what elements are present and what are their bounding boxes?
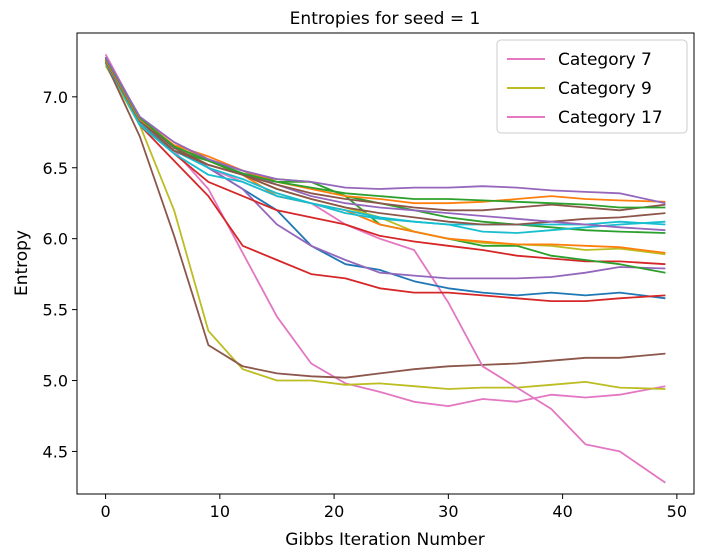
x-tick-label: 20 <box>324 502 344 521</box>
series-line-13 <box>104 62 666 226</box>
y-axis-label: Entropy <box>12 230 32 296</box>
x-axis-label: Gibbs Iteration Number <box>285 530 485 550</box>
series-line-1 <box>104 65 666 390</box>
y-tick-label: 5.0 <box>43 372 68 391</box>
legend-label: Category 9 <box>558 79 652 99</box>
legend-label: Category 7 <box>558 50 652 70</box>
x-tick-label: 0 <box>100 502 110 521</box>
legend: Category 7 Category 9 Category 17 <box>496 39 688 134</box>
series-line-7 <box>104 62 666 266</box>
series-line-2 <box>104 62 666 379</box>
series-line-12 <box>104 60 666 234</box>
legend-box <box>496 39 688 134</box>
x-tick-label: 10 <box>210 502 230 521</box>
x-tick-label: 50 <box>667 502 687 521</box>
series-line-19 <box>104 56 666 205</box>
y-tick-label: 6.5 <box>43 159 68 178</box>
y-tick-label: 6.0 <box>43 230 68 249</box>
y-tick-label: 7.0 <box>43 88 68 107</box>
series-line-16 <box>104 60 666 212</box>
series-layer <box>104 53 666 484</box>
chart-title: Entropies for seed = 1 <box>290 9 481 29</box>
series-line-0 <box>104 56 666 408</box>
x-tick-label: 30 <box>438 502 458 521</box>
ticks-layer: 0 10 20 30 40 50 4.5 5.0 5.5 6.0 6.5 7.0 <box>43 88 687 521</box>
x-tick-label: 40 <box>552 502 572 521</box>
plot-frame <box>76 32 695 495</box>
series-line-5 <box>104 58 666 303</box>
series-line-18 <box>104 58 666 209</box>
y-tick-label: 4.5 <box>43 442 68 461</box>
y-tick-label: 5.5 <box>43 301 68 320</box>
legend-label: Category 17 <box>558 108 663 128</box>
